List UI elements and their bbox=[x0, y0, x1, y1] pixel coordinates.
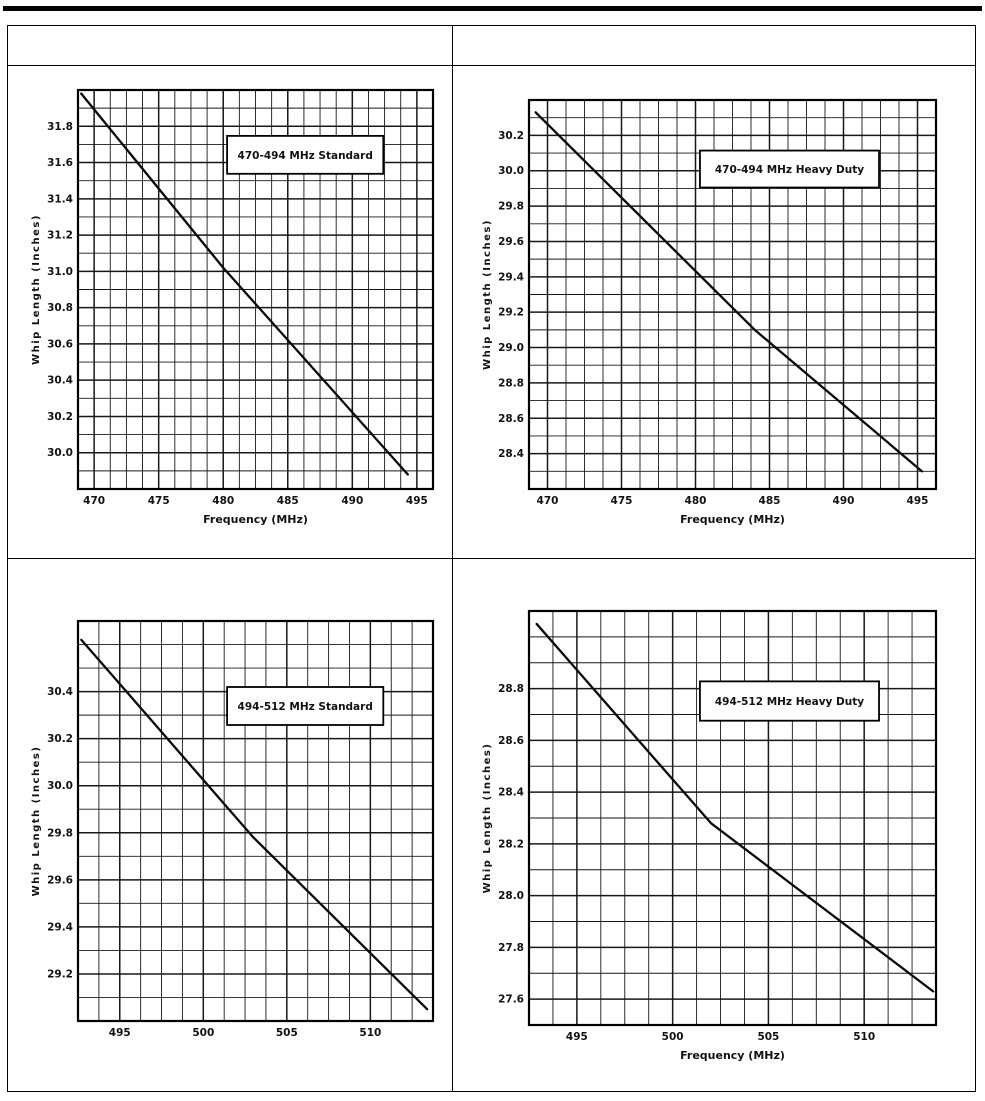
chart-494-512-heavy-duty: 27.6 27.8 28.0 28.2 28.4 28.6 28.8 495 500 505 510… bbox=[479, 605, 975, 1071]
x-tick-label: 495 bbox=[907, 495, 929, 507]
chart-title: 470-494 MHz Heavy Duty bbox=[715, 164, 864, 176]
table-cell-header-left bbox=[8, 26, 453, 66]
x-tick-label: 485 bbox=[759, 495, 781, 507]
chart-title: 494-512 MHz Heavy Duty bbox=[715, 696, 864, 708]
y-tick-label: 31.2 bbox=[47, 230, 73, 242]
y-tick-label: 29.8 bbox=[47, 827, 73, 839]
y-axis-title: Whip Length (Inches) bbox=[31, 746, 42, 897]
table-cell-chart-494-512-heavy-duty: 27.6 27.8 28.0 28.2 28.4 28.6 28.8 495 500 505 510… bbox=[453, 559, 975, 1091]
y-tick-label: 28.8 bbox=[498, 683, 524, 695]
x-tick-label: 510 bbox=[853, 1031, 875, 1043]
y-tick-label: 28.0 bbox=[498, 890, 524, 902]
y-tick-label: 28.6 bbox=[498, 413, 524, 425]
y-axis-title: Whip Length (Inches) bbox=[31, 214, 42, 365]
y-tick-label: 28.4 bbox=[498, 787, 524, 799]
y-axis-title: Whip Length (Inches) bbox=[482, 219, 493, 370]
top-rule bbox=[3, 6, 982, 11]
y-tick-label: 28.8 bbox=[498, 377, 524, 389]
data-line bbox=[80, 638, 429, 1011]
chart-494-512-standard: 29.2 29.4 29.6 29.8 30.0 30.2 30.4 495 500 505 510… bbox=[28, 615, 452, 1051]
x-axis-title: Frequency (MHz) bbox=[203, 513, 308, 526]
table-cell-chart-470-494-standard: 30.0 30.2 30.4 30.6 30.8 31.0 31.2 31.4 31.6 31.8… bbox=[8, 66, 453, 559]
data-line bbox=[535, 622, 935, 993]
chart-title: 470-494 MHz Standard bbox=[238, 150, 373, 162]
data-line bbox=[534, 111, 924, 473]
chart-470-494-heavy-duty: 28.4 28.6 28.8 29.0 29.2 29.4 29.6 29.8 30.0 30.2… bbox=[479, 94, 975, 535]
x-tick-label: 495 bbox=[566, 1031, 588, 1043]
y-tick-label: 31.8 bbox=[47, 121, 73, 133]
x-tick-label: 510 bbox=[359, 1027, 381, 1039]
y-tick-label: 29.6 bbox=[498, 236, 524, 248]
x-tick-label: 470 bbox=[83, 495, 105, 507]
title-box bbox=[226, 134, 385, 175]
charts-table: 30.0 30.2 30.4 30.6 30.8 31.0 31.2 31.4 31.6 31.8… bbox=[7, 25, 976, 1092]
x-tick-label: 485 bbox=[277, 495, 299, 507]
x-tick-label: 495 bbox=[406, 495, 428, 507]
x-tick-label: 475 bbox=[611, 495, 633, 507]
title-box bbox=[699, 149, 880, 189]
y-tick-label: 30.4 bbox=[47, 686, 73, 698]
chart-title: 494-512 MHz Standard bbox=[238, 701, 373, 713]
y-tick-label: 29.0 bbox=[498, 342, 524, 354]
plot-border bbox=[527, 609, 938, 1027]
data-line bbox=[80, 92, 409, 476]
x-tick-label: 490 bbox=[833, 495, 855, 507]
table-cell-chart-470-494-heavy-duty: 28.4 28.6 28.8 29.0 29.2 29.4 29.6 29.8 30.0 30.2… bbox=[453, 66, 975, 559]
y-tick-label: 29.4 bbox=[498, 271, 524, 283]
y-tick-label: 30.8 bbox=[47, 302, 73, 314]
x-tick-label: 500 bbox=[662, 1031, 684, 1043]
y-tick-label: 30.6 bbox=[47, 338, 73, 350]
x-tick-label: 490 bbox=[341, 495, 363, 507]
y-tick-label: 31.0 bbox=[47, 266, 73, 278]
table-cell-chart-494-512-standard: 29.2 29.4 29.6 29.8 30.0 30.2 30.4 495 500 505 510… bbox=[8, 559, 453, 1091]
y-tick-label: 29.4 bbox=[47, 921, 73, 933]
x-axis-title: Frequency (MHz) bbox=[680, 513, 785, 526]
y-tick-label: 30.0 bbox=[498, 165, 524, 177]
chart-canvas: 30.0 30.2 30.4 30.6 30.8 31.0 31.2 31.4 31.6 31.8… bbox=[31, 88, 435, 526]
y-tick-label: 30.0 bbox=[47, 780, 73, 792]
chart-canvas: 28.4 28.6 28.8 29.0 29.2 29.4 29.6 29.8 30.0 30.2… bbox=[482, 98, 938, 526]
y-tick-label: 30.0 bbox=[47, 447, 73, 459]
chart-canvas: 29.2 29.4 29.6 29.8 30.0 30.2 30.4 495 500 505 510… bbox=[31, 619, 435, 1039]
y-tick-label: 27.8 bbox=[498, 942, 524, 954]
y-tick-label: 28.4 bbox=[498, 448, 524, 460]
x-tick-label: 500 bbox=[192, 1027, 214, 1039]
x-tick-label: 470 bbox=[537, 495, 559, 507]
y-tick-label: 31.4 bbox=[47, 193, 73, 205]
y-tick-label: 30.2 bbox=[47, 411, 73, 423]
y-tick-label: 29.2 bbox=[47, 968, 73, 980]
y-tick-label: 28.2 bbox=[498, 838, 524, 850]
plot-border bbox=[527, 98, 938, 491]
x-tick-label: 475 bbox=[148, 495, 170, 507]
x-tick-label: 480 bbox=[212, 495, 234, 507]
x-axis-title: Frequency (MHz) bbox=[680, 1049, 785, 1062]
title-box bbox=[226, 686, 385, 726]
chart-470-494-standard: 30.0 30.2 30.4 30.6 30.8 31.0 31.2 31.4 31.6 31.8… bbox=[28, 84, 452, 535]
chart-canvas: 27.6 27.8 28.0 28.2 28.4 28.6 28.8 495 500 505 510… bbox=[482, 609, 938, 1062]
y-tick-label: 27.6 bbox=[498, 994, 524, 1006]
y-tick-label: 30.2 bbox=[498, 130, 524, 142]
y-tick-label: 28.6 bbox=[498, 735, 524, 747]
y-tick-label: 31.6 bbox=[47, 157, 73, 169]
y-tick-label: 30.2 bbox=[47, 733, 73, 745]
y-tick-label: 29.2 bbox=[498, 307, 524, 319]
x-tick-label: 505 bbox=[276, 1027, 298, 1039]
y-tick-label: 29.6 bbox=[47, 874, 73, 886]
table-cell-header-right bbox=[453, 26, 975, 66]
title-box bbox=[699, 680, 880, 722]
x-tick-label: 495 bbox=[109, 1027, 131, 1039]
y-tick-label: 30.4 bbox=[47, 375, 73, 387]
y-tick-label: 29.8 bbox=[498, 201, 524, 213]
plot-border bbox=[76, 88, 435, 491]
plot-border bbox=[76, 619, 435, 1023]
x-tick-label: 480 bbox=[685, 495, 707, 507]
y-axis-title: Whip Length (Inches) bbox=[482, 743, 493, 894]
x-tick-label: 505 bbox=[757, 1031, 779, 1043]
